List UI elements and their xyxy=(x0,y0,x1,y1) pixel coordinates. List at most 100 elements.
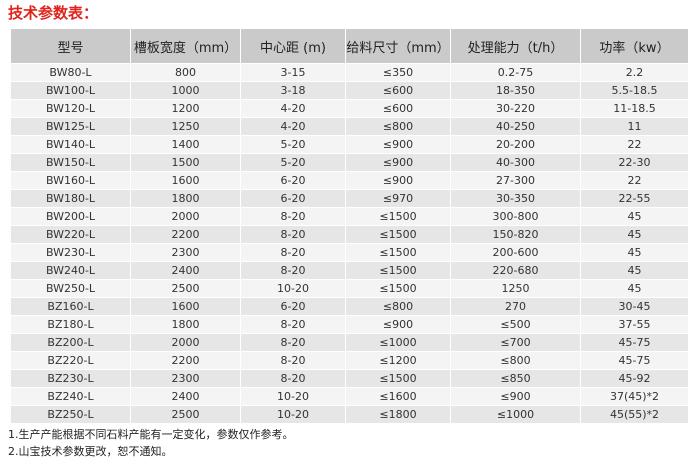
table-cell: 1000 xyxy=(130,81,241,100)
table-cell: BZ180-L xyxy=(10,315,131,334)
table-row: BW200-L 2000 8-20 ≤1500 300-800 45 xyxy=(10,207,689,226)
table-cell: 10-20 xyxy=(240,279,346,298)
table-cell: 3-15 xyxy=(240,63,346,82)
table-cell: BZ160-L xyxy=(10,297,131,316)
header-cell: 槽板宽度（mm） xyxy=(130,28,241,64)
table-row: BZ230-L 2300 8-20 ≤1500 ≤850 45-92 xyxy=(10,369,689,388)
table-cell: BW100-L xyxy=(10,81,131,100)
table-cell: BW230-L xyxy=(10,243,131,262)
table-cell: 3-18 xyxy=(240,81,346,100)
table-cell: BW160-L xyxy=(10,171,131,190)
table-row: BW180-L 1800 6-20 ≤970 30-350 22-55 xyxy=(10,189,689,208)
table-cell: 2500 xyxy=(130,405,241,424)
table-cell: 1600 xyxy=(130,171,241,190)
table-cell: ≤800 xyxy=(345,297,451,316)
table-cell: ≤900 xyxy=(345,315,451,334)
table-cell: BW125-L xyxy=(10,117,131,136)
table-cell: BW220-L xyxy=(10,225,131,244)
table-cell: BW150-L xyxy=(10,153,131,172)
table-cell: 22-55 xyxy=(580,189,689,208)
table-cell: 40-300 xyxy=(450,153,581,172)
table-cell: 8-20 xyxy=(240,225,346,244)
table-cell: ≤1500 xyxy=(345,279,451,298)
table-cell: BW200-L xyxy=(10,207,131,226)
table-cell: 18-350 xyxy=(450,81,581,100)
table-cell: 1400 xyxy=(130,135,241,154)
table-cell: 2300 xyxy=(130,369,241,388)
table-cell: 8-20 xyxy=(240,351,346,370)
table-cell: 150-820 xyxy=(450,225,581,244)
table-cell: ≤900 xyxy=(345,153,451,172)
table-cell: ≤1000 xyxy=(345,333,451,352)
table-cell: 11 xyxy=(580,117,689,136)
table-cell: 45(55)*2 xyxy=(580,405,689,424)
table-cell: BZ240-L xyxy=(10,387,131,406)
table-cell: 37(45)*2 xyxy=(580,387,689,406)
table-cell: BW120-L xyxy=(10,99,131,118)
table-cell: 1250 xyxy=(130,117,241,136)
table-row: BW250-L 2500 10-20 ≤1500 1250 45 xyxy=(10,279,689,298)
header-row: 型号 槽板宽度（mm） 中心距 (m) 给料尺寸（mm） 处理能力（t/h） 功率（kw） xyxy=(10,28,689,64)
table-cell: 220-680 xyxy=(450,261,581,280)
header-cell: 型号 xyxy=(10,28,131,64)
table-row: BW240-L 2400 8-20 ≤1500 220-680 45 xyxy=(10,261,689,280)
table-cell: 2200 xyxy=(130,351,241,370)
table-cell: 2400 xyxy=(130,261,241,280)
table-cell: BW240-L xyxy=(10,261,131,280)
table-cell: ≤600 xyxy=(345,99,451,118)
table-cell: ≤900 xyxy=(345,171,451,190)
table-cell: ≤1600 xyxy=(345,387,451,406)
table-row: BW120-L 1200 4-20 ≤600 30-220 11-18.5 xyxy=(10,99,689,118)
table-cell: ≤600 xyxy=(345,81,451,100)
table-cell: 45-75 xyxy=(580,351,689,370)
table-cell: ≤1800 xyxy=(345,405,451,424)
table-cell: 200-600 xyxy=(450,243,581,262)
title: 技术参数表： xyxy=(8,4,99,22)
table-row: BW100-L 1000 3-18 ≤600 18-350 5.5-18.5 xyxy=(10,81,689,100)
table-cell: 300-800 xyxy=(450,207,581,226)
table-row: BZ250-L 2500 10-20 ≤1800 ≤1000 45(55)*2 xyxy=(10,405,689,424)
table-cell: 8-20 xyxy=(240,243,346,262)
table-cell: 6-20 xyxy=(240,189,346,208)
table-cell: 6-20 xyxy=(240,297,346,316)
table-row: BZ160-L 1600 6-20 ≤800 270 30-45 xyxy=(10,297,689,316)
table-cell: ≤800 xyxy=(345,117,451,136)
header-cell: 给料尺寸（mm） xyxy=(345,28,451,64)
table-cell: 8-20 xyxy=(240,315,346,334)
table-cell: 1600 xyxy=(130,297,241,316)
table-cell: 8-20 xyxy=(240,261,346,280)
table-cell: 11-18.5 xyxy=(580,99,689,118)
table-cell: 8-20 xyxy=(240,207,346,226)
table-cell: 270 xyxy=(450,297,581,316)
table-row: BW80-L 800 3-15 ≤350 0.2-75 2.2 xyxy=(10,63,689,82)
note: 1.生产产能根据不同石料产能有一定变化，参数仅作参考。 xyxy=(8,428,294,441)
note: 2.山宝技术参数更改，恕不通知。 xyxy=(8,445,173,458)
table-cell: BZ200-L xyxy=(10,333,131,352)
table-cell: 30-220 xyxy=(450,99,581,118)
table-header: 型号 槽板宽度（mm） 中心距 (m) 给料尺寸（mm） 处理能力（t/h） 功率（kw） xyxy=(10,28,689,64)
table-cell: 20-200 xyxy=(450,135,581,154)
table-cell: ≤1200 xyxy=(345,351,451,370)
table-cell: ≤500 xyxy=(450,315,581,334)
header-cell: 处理能力（t/h） xyxy=(450,28,581,64)
table-cell: 2200 xyxy=(130,225,241,244)
table-cell: BZ250-L xyxy=(10,405,131,424)
table-row: BZ200-L 2000 8-20 ≤1000 ≤700 45-75 xyxy=(10,333,689,352)
table-row: BW220-L 2200 8-20 ≤1500 150-820 45 xyxy=(10,225,689,244)
table-cell: 10-20 xyxy=(240,387,346,406)
table-cell: ≤800 xyxy=(450,351,581,370)
table-cell: 2400 xyxy=(130,387,241,406)
table-cell: BW140-L xyxy=(10,135,131,154)
table-cell: ≤350 xyxy=(345,63,451,82)
table-cell: ≤1500 xyxy=(345,243,451,262)
table-cell: 2.2 xyxy=(580,63,689,82)
table-cell: 1800 xyxy=(130,189,241,208)
table-cell: ≤700 xyxy=(450,333,581,352)
table-row: BZ180-L 1800 8-20 ≤900 ≤500 37-55 xyxy=(10,315,689,334)
table-cell: 4-20 xyxy=(240,117,346,136)
table-cell: 40-250 xyxy=(450,117,581,136)
table-cell: 4-20 xyxy=(240,99,346,118)
table-cell: 45 xyxy=(580,225,689,244)
table-cell: 1200 xyxy=(130,99,241,118)
